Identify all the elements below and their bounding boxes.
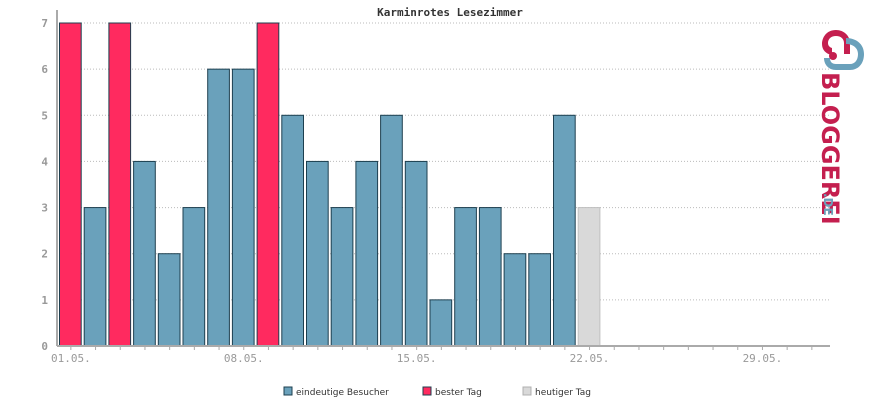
- bar-unique: [503, 253, 527, 347]
- bar-best: [108, 22, 132, 347]
- legend-swatch: [522, 386, 532, 396]
- x-tick-label: 29.05.: [743, 352, 783, 365]
- bar-today: [577, 207, 601, 347]
- logo-text-suffix: .DE: [821, 193, 835, 216]
- y-tick-label: 6: [41, 63, 48, 76]
- y-tick-label: 0: [41, 340, 48, 353]
- bar-unique: [404, 160, 428, 347]
- y-tick-label: 7: [41, 17, 48, 30]
- legend-item-unique: eindeutige Besucher: [283, 386, 389, 398]
- bar-unique: [306, 160, 329, 347]
- logo-text-main: BLOGGEREI: [816, 72, 844, 225]
- logo-icon: [822, 30, 864, 70]
- bar-unique: [478, 207, 502, 347]
- legend-swatch: [283, 386, 293, 396]
- bar-best: [59, 22, 82, 347]
- bar-unique: [231, 68, 255, 347]
- x-tick-labels: 01.05. 08.05. 15.05. 22.05. 29.05.: [51, 352, 782, 365]
- bar-unique: [133, 160, 156, 347]
- legend-item-today: heutiger Tag: [522, 386, 591, 398]
- x-tick-label: 22.05.: [570, 352, 610, 365]
- y-tick-label: 2: [41, 248, 48, 261]
- bar-unique: [553, 114, 576, 347]
- legend-label: bester Tag: [435, 388, 482, 398]
- bar-unique: [528, 253, 551, 347]
- x-tick-label: 01.05.: [51, 352, 91, 365]
- bar-unique: [355, 160, 379, 347]
- x-tick-label: 08.05.: [224, 352, 264, 365]
- y-tick-label: 4: [41, 155, 48, 168]
- y-tick-label: 5: [41, 109, 48, 122]
- bar-unique: [429, 299, 453, 347]
- bar-unique: [157, 253, 181, 347]
- legend-label: heutiger Tag: [535, 388, 591, 398]
- chart-title: Karminrotes Lesezimmer: [377, 6, 523, 19]
- bloggerei-logo: BLOGGEREI .DE: [816, 30, 864, 225]
- y-tick-label: 1: [41, 294, 48, 307]
- axes: [56, 10, 830, 350]
- bar-best: [256, 22, 280, 347]
- legend-swatch: [422, 386, 432, 396]
- bar-unique: [380, 114, 403, 347]
- bar-unique: [83, 207, 107, 347]
- bar-unique: [182, 207, 206, 347]
- bar-unique: [207, 68, 230, 347]
- y-tick-labels: 0 1 2 3 4 5 6 7: [41, 17, 48, 353]
- x-tick-label: 15.05.: [397, 352, 437, 365]
- legend-label: eindeutige Besucher: [296, 388, 389, 398]
- bars-group: [59, 22, 601, 347]
- y-tick-label: 3: [41, 202, 48, 215]
- legend: eindeutige Besucher bester Tag heutiger Ta…: [283, 386, 591, 398]
- bar-unique: [454, 207, 477, 347]
- bar-unique: [330, 207, 354, 347]
- bar-unique: [281, 114, 304, 347]
- legend-item-best: bester Tag: [422, 386, 482, 398]
